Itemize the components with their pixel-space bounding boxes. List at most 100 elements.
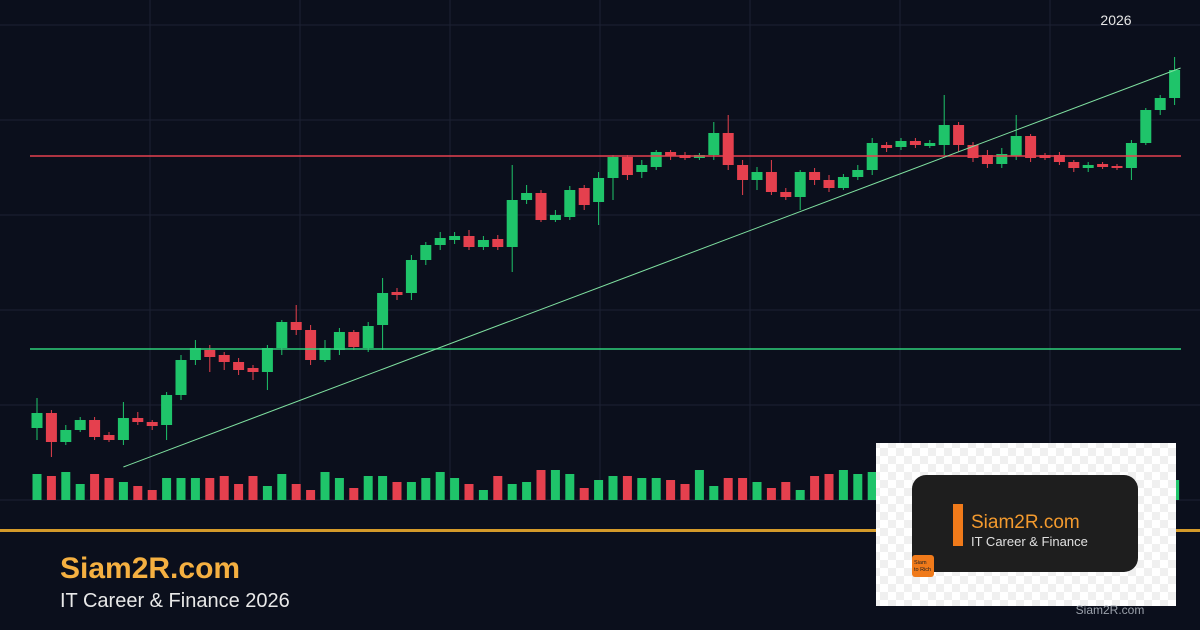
volume-bar [565, 474, 575, 500]
volume-bar [752, 482, 762, 500]
volume-bar [766, 488, 776, 500]
volume-bar [32, 474, 42, 500]
candle-body [1053, 155, 1065, 162]
candle-body [333, 332, 345, 350]
candle-body [377, 293, 389, 325]
volume-bar [550, 470, 560, 500]
candle-body [117, 418, 129, 440]
candle-body [953, 125, 965, 145]
candle-body [290, 322, 302, 330]
volume-bar [738, 478, 748, 500]
volume-bar [262, 486, 272, 500]
candle-body [996, 154, 1008, 164]
watermark-site: Siam2R.com [1076, 603, 1145, 617]
volume-bar [536, 470, 546, 500]
candle-body [103, 435, 115, 440]
volume-bar [450, 478, 460, 500]
candle-body [938, 125, 950, 145]
volume-bar [291, 484, 301, 500]
candle-body [391, 292, 403, 295]
candle-body [780, 192, 792, 197]
candle-body [261, 348, 273, 372]
candle-body [909, 141, 921, 145]
candle-body [31, 413, 43, 428]
candle-body [319, 348, 331, 360]
candle-body [434, 238, 446, 245]
volume-bar [781, 482, 791, 500]
candle-body [146, 422, 158, 426]
candle-body [593, 178, 605, 202]
volume-bar [666, 480, 676, 500]
candle-body [1140, 110, 1152, 143]
candle-body [794, 172, 806, 197]
watermark-brand: Siam2R.com [971, 512, 1080, 533]
volume-bar [421, 478, 431, 500]
volume-bar [392, 482, 402, 500]
candle-body [967, 145, 979, 158]
candle-body [852, 170, 864, 177]
candle-body [305, 330, 317, 360]
volume-bar [637, 478, 647, 500]
candle-body [607, 157, 619, 178]
candle-body [837, 177, 849, 188]
volume-bar [147, 490, 157, 500]
volume-bar [824, 474, 834, 500]
volume-bar [810, 476, 820, 500]
volume-bar [61, 472, 71, 500]
footer-tagline: IT Career & Finance 2026 [60, 590, 290, 612]
volume-bar [118, 482, 128, 500]
volume-bar [104, 478, 114, 500]
candle-body [45, 413, 57, 442]
volume-bar [723, 478, 733, 500]
vertical-grid [149, 0, 1051, 500]
candle-body [362, 326, 374, 348]
divider [0, 529, 1200, 532]
volume-bar [320, 472, 330, 500]
watermark-logo [912, 555, 934, 577]
candle-body [420, 245, 432, 260]
logo-text: to Rich [914, 567, 931, 573]
trendline [123, 67, 1181, 468]
volume-bar [306, 490, 316, 500]
volume-bar [522, 482, 532, 500]
watermark-bar [953, 504, 963, 546]
volume-bar [478, 490, 488, 500]
volume-bar [406, 482, 416, 500]
candle-body [549, 215, 561, 220]
candle-body [218, 355, 230, 362]
candle-body [89, 420, 101, 437]
candle-body [1169, 70, 1181, 98]
volume-bar [75, 484, 85, 500]
candle-body [204, 350, 216, 357]
volume-bar [694, 470, 704, 500]
volume-bar [248, 476, 258, 500]
candle-body [1154, 98, 1166, 110]
candle-body [1111, 166, 1123, 168]
volume-bar [594, 480, 604, 500]
candle-body [708, 133, 720, 155]
candle-body [506, 200, 518, 247]
volume-bar [190, 478, 200, 500]
volume-bar [493, 476, 503, 500]
volume-bar [608, 476, 618, 500]
candle-body [521, 193, 533, 200]
footer-brand: Siam2R.com [60, 552, 240, 585]
volume-bar [219, 476, 229, 500]
candle-body [175, 360, 187, 395]
candle-body [189, 348, 201, 360]
candle-body [477, 240, 489, 247]
candle-body [247, 368, 259, 372]
volume-bar [651, 478, 661, 500]
volume-bar [349, 488, 359, 500]
volume-bar [853, 474, 863, 500]
candle-body [578, 188, 590, 205]
candle-body [161, 395, 173, 425]
candle-body [722, 133, 734, 165]
watermark: Siam2R.com IT Career & Finance Siam to R… [876, 443, 1176, 617]
candle-body [751, 172, 763, 180]
candle-body [492, 239, 504, 247]
candle-body [665, 152, 677, 156]
volume-bar [622, 476, 632, 500]
candle-body [60, 430, 72, 442]
